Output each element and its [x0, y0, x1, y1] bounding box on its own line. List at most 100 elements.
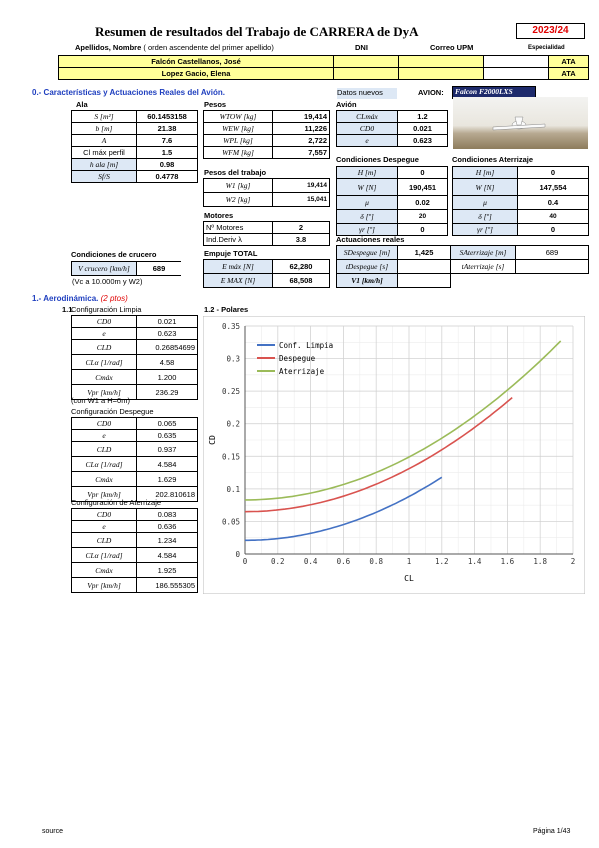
- actuaciones-value: [397, 273, 451, 288]
- section1-label: 1.- Aerodinámica.: [32, 294, 99, 303]
- ala-label: A: [71, 134, 137, 147]
- conf-value: 0.021: [136, 315, 198, 328]
- conf-value: 0.26854699: [136, 339, 198, 355]
- actuaciones-value: 689: [515, 245, 589, 260]
- ala-label: b [m]: [71, 122, 137, 135]
- despegue-value: 190,451: [397, 178, 448, 196]
- crucero-title: Condiciones de crucero: [71, 250, 157, 259]
- aterrizaje-label: δ [º]: [452, 209, 518, 224]
- pesos-trabajo-table: W1 [kg] 19,414 W2 [kg] 15,041: [203, 178, 330, 207]
- section0-title: 0.- Características y Actuaciones Reales…: [32, 88, 225, 97]
- pesos-label: WPL [kg]: [203, 134, 273, 147]
- aterrizaje-value: 0: [517, 223, 589, 236]
- ala-value: 0.98: [136, 158, 198, 171]
- actuaciones-label: SDespegue [m]: [336, 245, 398, 260]
- sub11-label: 1.1: [62, 305, 73, 314]
- student-name: Falcón Castellanos, José: [58, 55, 334, 68]
- aterrizaje-table: H [m] 0 W [N] 147,554 μ 0.4 δ [º] 40 γr [º] 0: [452, 166, 589, 236]
- avion-value: 1.2: [397, 110, 448, 123]
- header-spec: Especialidad: [528, 45, 565, 51]
- motores-title: Motores: [204, 211, 234, 220]
- actuaciones-title: Actuaciones reales: [336, 235, 405, 244]
- avion-label: e: [336, 134, 398, 147]
- x-tick-label: 0: [243, 557, 248, 566]
- x-tick-label: 2: [571, 557, 576, 566]
- y-tick-label: 0.3: [226, 355, 240, 364]
- despegue-label: γr [º]: [336, 223, 398, 236]
- conf-label: Cmáx: [71, 369, 137, 385]
- ala-label: h ala [m]: [71, 158, 137, 171]
- conf-label: CLD: [71, 339, 137, 355]
- aterrizaje-label: W [N]: [452, 178, 518, 196]
- conf-value: 4.58: [136, 354, 198, 370]
- actuaciones-label: SAterrizaje [m]: [450, 245, 516, 260]
- despegue-value: 0: [397, 223, 448, 236]
- actuaciones-value: [397, 259, 451, 274]
- crucero-label: V crucero [km/h]: [71, 261, 137, 276]
- y-tick-label: 0.25: [222, 387, 240, 396]
- conf-value: 0.623: [136, 327, 198, 340]
- pesos-trabajo-value: 19,414: [272, 178, 330, 193]
- actuaciones-label: V1 [km/h]: [336, 273, 398, 288]
- conf-label: Cmáx: [71, 471, 137, 487]
- conf-value: 4.584: [136, 547, 198, 563]
- ala-label: Sf/S: [71, 170, 137, 183]
- despegue-table: H [m] 0 W [N] 190,451 μ 0.02 δ [º] 20 γr [º]…: [336, 166, 448, 236]
- actuaciones-value: [515, 259, 589, 274]
- avion-value: 0.623: [397, 134, 448, 147]
- year-badge: 2023/24: [516, 23, 585, 39]
- y-tick-label: 0: [235, 550, 240, 559]
- empuje-label: E MAX [N]: [203, 273, 273, 288]
- pesos-trabajo-label: W2 [kg]: [203, 192, 273, 207]
- conf-value: 0.065: [136, 417, 198, 430]
- avion-label: CLmáx: [336, 110, 398, 123]
- conf-value: 4.584: [136, 456, 198, 472]
- ala-value: 60.1453158: [136, 110, 198, 123]
- pesos-trabajo-value: 15,041: [272, 192, 330, 207]
- student-row: Lopez Gacio, Elena ATA: [58, 67, 589, 80]
- conf-label: CLD: [71, 441, 137, 457]
- empuje-table: E máx [N] 62,280 E MAX [N] 68,508: [203, 259, 330, 288]
- aterrizaje-label: H [m]: [452, 166, 518, 179]
- header-mail: Correo UPM: [430, 43, 474, 52]
- despegue-label: W [N]: [336, 178, 398, 196]
- student-name: Lopez Gacio, Elena: [58, 67, 334, 80]
- empuje-title: Empuje TOTAL: [204, 249, 258, 258]
- header-name: Apellidos, Nombre ( orden ascendente del…: [75, 43, 274, 52]
- aterrizaje-value: 0: [517, 166, 589, 179]
- y-tick-label: 0.35: [222, 322, 240, 331]
- conf-label: CD0: [71, 417, 137, 430]
- y-tick-label: 0.15: [222, 452, 240, 461]
- conf-despegue-title: Configuración Despegue: [71, 407, 154, 416]
- conf-label: Cmáx: [71, 562, 137, 578]
- conf-aterrizaje-table: CD0 0.083 e 0.636 CLD 1.234 CLα [1/rad] 4.58…: [71, 508, 198, 593]
- x-tick-label: 1.2: [435, 557, 449, 566]
- avion-table: CLmáx 1.2 CD0 0.021 e 0.623: [336, 110, 448, 147]
- pesos-value: 2,722: [272, 134, 330, 147]
- conf-value: 0.635: [136, 429, 198, 442]
- actuaciones-label: tAterrizaje [s]: [450, 259, 516, 274]
- legend-label: Despegue: [279, 354, 316, 363]
- avion-label: AVION:: [418, 88, 444, 97]
- empuje-value: 68,508: [272, 273, 330, 288]
- conf-label: e: [71, 520, 137, 533]
- chart-border: [203, 316, 585, 594]
- conf-label: CLD: [71, 532, 137, 548]
- pesos-trabajo-label: W1 [kg]: [203, 178, 273, 193]
- x-tick-label: 1.8: [533, 557, 547, 566]
- polar-chart: 0 0.2 0.4 0.6 0.8 1 1.2 1.4 1.6 1.8 2 0 0.05 0.1 0.15 0…: [203, 316, 585, 594]
- ala-table: S [m²] 60.1453158 b [m] 21.38 A 7.6 Cl máx …: [71, 110, 198, 183]
- conf-value: 202.810618: [136, 486, 198, 502]
- y-axis-label: CD: [208, 435, 217, 445]
- aircraft-icon: [492, 116, 546, 131]
- student-spec: ATA: [548, 55, 589, 68]
- pesos-label: WFM [kg]: [203, 146, 273, 159]
- y-tick-label: 0.2: [226, 420, 240, 429]
- conf-value: 1.200: [136, 369, 198, 385]
- student-row: Falcón Castellanos, José ATA: [58, 55, 589, 68]
- avion-label: CD0: [336, 122, 398, 135]
- crucero-table: V crucero [km/h] 689: [71, 261, 181, 276]
- conf-value: 1.925: [136, 562, 198, 578]
- students-table: Falcón Castellanos, José ATA Lopez Gacio,…: [58, 55, 589, 80]
- despegue-value: 20: [397, 209, 448, 224]
